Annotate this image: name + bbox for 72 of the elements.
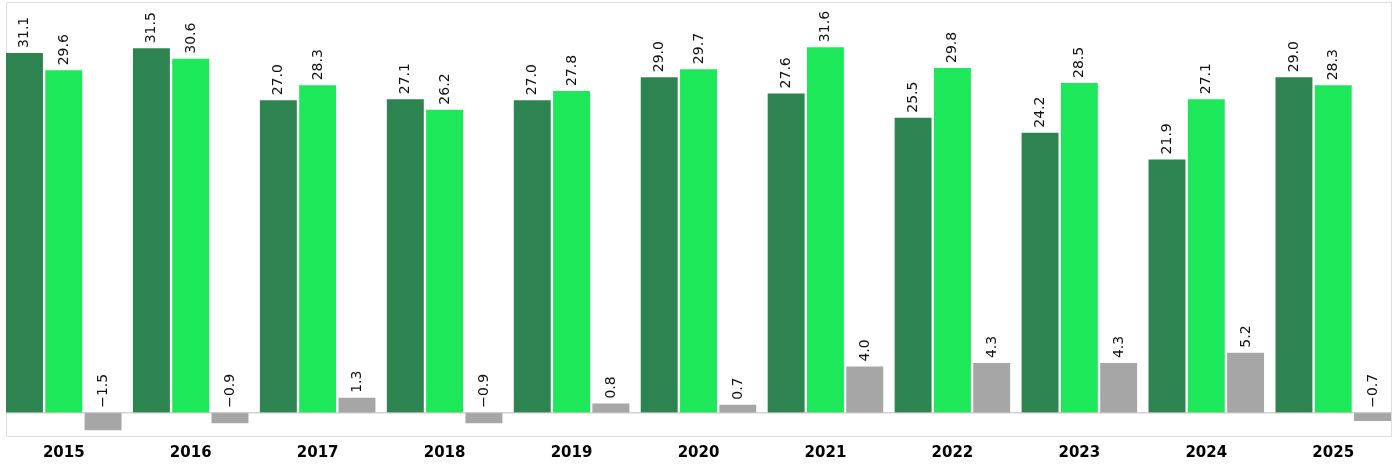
data-label: 31.6 (816, 10, 833, 43)
data-label: 29.0 (1284, 41, 1301, 73)
bar (1060, 83, 1098, 413)
data-label: 0.8 (601, 376, 618, 399)
x-tick-label: 2018 (423, 442, 466, 461)
x-tick-label: 2019 (550, 442, 593, 461)
data-label: 31.1 (15, 16, 32, 48)
bar (767, 93, 805, 413)
bar (426, 109, 464, 413)
data-label: 4.0 (855, 339, 872, 362)
data-label: 28.3 (1324, 49, 1341, 81)
data-label: 1.3 (347, 370, 364, 393)
data-label: 4.3 (982, 335, 999, 359)
data-label: 26.2 (435, 73, 452, 105)
bar (806, 47, 844, 413)
bar (1100, 363, 1138, 413)
data-label: −0.7 (1363, 373, 1380, 408)
data-label: 27.8 (562, 54, 579, 87)
x-tick-label: 2021 (804, 442, 847, 461)
x-tick-label: 2025 (1312, 442, 1355, 461)
data-label: 21.9 (1158, 123, 1174, 155)
data-label: −1.5 (94, 373, 111, 408)
bar (640, 77, 678, 413)
bar (84, 412, 122, 431)
x-tick-label: 2016 (169, 442, 212, 461)
data-label: 27.1 (396, 63, 413, 95)
x-tick-label: 2022 (931, 442, 974, 461)
data-label: 29.0 (650, 41, 667, 73)
data-label: 31.5 (142, 12, 159, 44)
x-tick-label: 2023 (1058, 442, 1101, 461)
data-label: 29.8 (943, 31, 960, 63)
bar (680, 69, 717, 413)
data-label: 27.0 (269, 64, 286, 96)
bar (1021, 132, 1059, 413)
bar (973, 363, 1011, 413)
bar (894, 117, 932, 413)
data-label: 25.5 (904, 81, 921, 113)
bar (1227, 352, 1265, 413)
data-label: −0.9 (221, 373, 237, 408)
data-label: 27.1 (1197, 63, 1214, 95)
data-label: 29.6 (54, 34, 71, 66)
data-label: 4.3 (1109, 335, 1126, 359)
bar (1187, 99, 1225, 413)
data-label: 27.6 (777, 57, 794, 89)
data-label: 30.6 (181, 22, 198, 54)
x-tick-label: 2024 (1185, 442, 1228, 461)
bar (846, 366, 884, 413)
bar (259, 100, 297, 413)
bar (553, 91, 591, 413)
data-label: 27.0 (523, 64, 540, 96)
data-label: −0.9 (474, 373, 491, 408)
x-tick-label: 2015 (42, 442, 85, 461)
bar (338, 397, 376, 413)
bar (132, 48, 170, 413)
data-label: 0.7 (728, 377, 745, 400)
data-label: 28.5 (1070, 46, 1087, 79)
bar (6, 52, 43, 413)
bar (45, 70, 83, 413)
x-tick-label: 2017 (296, 442, 339, 461)
bar (299, 85, 337, 413)
bar (172, 58, 210, 413)
x-tick-label: 2020 (677, 442, 720, 461)
data-label: 29.7 (689, 32, 706, 65)
data-label: 5.2 (1236, 325, 1253, 348)
data-label: 24.2 (1031, 96, 1048, 128)
bar (386, 99, 424, 413)
data-label: 28.3 (308, 49, 325, 81)
bar (1314, 85, 1352, 413)
bar (1148, 159, 1186, 413)
bar (933, 67, 971, 413)
bar (513, 100, 551, 413)
bar (1275, 77, 1313, 413)
